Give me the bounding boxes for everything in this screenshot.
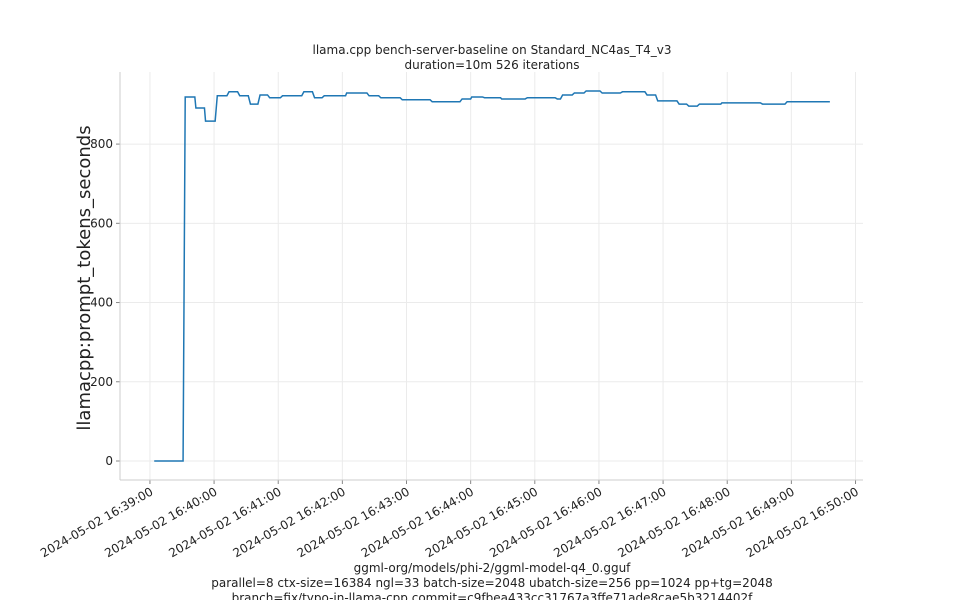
y-tick-label: 0 bbox=[105, 454, 113, 468]
y-tick-label: 600 bbox=[90, 216, 113, 230]
y-tick-label: 800 bbox=[90, 137, 113, 151]
x-tick-label: 2024-05-02 16:39:00 bbox=[38, 484, 155, 560]
footer-line: branch=fix/typo-in-llama-cpp commit=c9fb… bbox=[232, 591, 754, 600]
footer-line: ggml-org/models/phi-2/ggml-model-q4_0.gg… bbox=[354, 561, 632, 575]
x-tick-label: 2024-05-02 16:41:00 bbox=[166, 484, 283, 560]
y-tick-label: 200 bbox=[90, 375, 113, 389]
data-line bbox=[154, 90, 830, 462]
x-tick-label: 2024-05-02 16:40:00 bbox=[102, 484, 219, 560]
x-tick-label: 2024-05-02 16:49:00 bbox=[679, 484, 796, 560]
y-axis-label: llamacpp:prompt_tokens_seconds bbox=[74, 125, 95, 430]
x-tick-label: 2024-05-02 16:50:00 bbox=[744, 484, 861, 560]
y-tick-label: 400 bbox=[90, 296, 113, 310]
x-tick-label: 2024-05-02 16:43:00 bbox=[295, 484, 412, 560]
x-tick-label: 2024-05-02 16:47:00 bbox=[551, 484, 668, 560]
footer-line: parallel=8 ctx-size=16384 ngl=33 batch-s… bbox=[211, 576, 772, 590]
chart-title: llama.cpp bench-server-baseline on Stand… bbox=[313, 43, 672, 57]
x-tick-label: 2024-05-02 16:45:00 bbox=[423, 484, 540, 560]
chart-subtitle: duration=10m 526 iterations bbox=[405, 58, 580, 72]
x-tick-label: 2024-05-02 16:48:00 bbox=[615, 484, 732, 560]
x-tick-label: 2024-05-02 16:46:00 bbox=[487, 484, 604, 560]
x-tick-label: 2024-05-02 16:42:00 bbox=[230, 484, 347, 560]
x-tick-label: 2024-05-02 16:44:00 bbox=[359, 484, 476, 560]
